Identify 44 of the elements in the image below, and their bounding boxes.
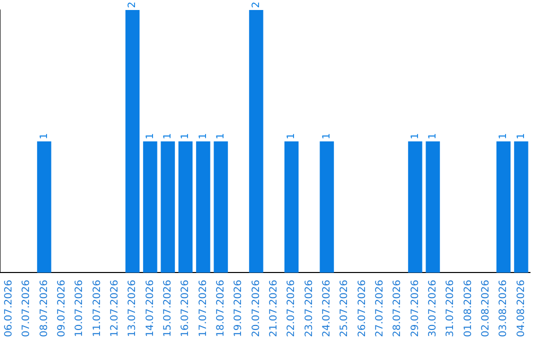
x-tick-label: 25.07.2026 bbox=[339, 280, 350, 338]
x-tick-label: 08.07.2026 bbox=[38, 280, 50, 338]
x-tick-label: 03.08.2026 bbox=[498, 280, 510, 338]
x-tick-label: 31.07.2026 bbox=[445, 280, 456, 338]
x-tick-label: 14.07.2026 bbox=[144, 280, 156, 338]
data-label: 1 bbox=[215, 132, 226, 140]
data-label: 1 bbox=[516, 132, 527, 140]
data-label: 1 bbox=[180, 132, 192, 140]
x-tick-label: 12.07.2026 bbox=[109, 280, 120, 338]
x-tick-label: 10.07.2026 bbox=[74, 280, 86, 338]
data-label: 1 bbox=[321, 132, 332, 140]
data-label: 1 bbox=[286, 132, 298, 140]
x-tick-label: 13.07.2026 bbox=[127, 280, 138, 338]
x-tick-label: 29.07.2026 bbox=[410, 280, 421, 338]
x-tick-label: 28.07.2026 bbox=[392, 280, 404, 338]
x-tick-label: 27.07.2026 bbox=[374, 280, 386, 338]
data-label: 1 bbox=[162, 132, 174, 140]
x-tick-label: 19.07.2026 bbox=[233, 280, 244, 338]
data-label: 2 bbox=[250, 2, 262, 8]
data-label: 1 bbox=[38, 132, 50, 140]
data-label: 1 bbox=[427, 132, 438, 140]
x-tick-label: 07.07.2026 bbox=[21, 280, 32, 338]
data-label: 1 bbox=[498, 132, 510, 140]
x-tick-label: 15.07.2026 bbox=[162, 280, 174, 338]
data-label: 1 bbox=[410, 132, 421, 140]
x-tick-label: 02.08.2026 bbox=[480, 280, 492, 338]
x-tick-label: 23.07.2026 bbox=[304, 280, 315, 338]
x-tick-label: 01.08.2026 bbox=[462, 280, 474, 338]
x-tick-label: 20.07.2026 bbox=[250, 280, 262, 338]
x-tick-label: 09.07.2026 bbox=[56, 280, 68, 338]
x-tick-label: 06.07.2026 bbox=[3, 280, 14, 338]
x-tick-label: 26.07.2026 bbox=[356, 280, 368, 338]
x-tick-label: 30.07.2026 bbox=[427, 280, 438, 338]
x-tick-label: 17.07.2026 bbox=[198, 280, 209, 338]
x-tick-label: 22.07.2026 bbox=[286, 280, 298, 338]
data-label: 1 bbox=[198, 132, 209, 140]
x-tick-label: 16.07.2026 bbox=[180, 280, 192, 338]
x-tick-label: 18.07.2026 bbox=[215, 280, 226, 338]
x-tick-label: 11.07.2026 bbox=[92, 280, 103, 338]
x-tick-label: 04.08.2026 bbox=[516, 280, 527, 338]
data-label: 2 bbox=[127, 2, 138, 8]
x-tick-label: 24.07.2026 bbox=[321, 280, 332, 338]
x-tick-label: 21.07.2026 bbox=[268, 280, 280, 338]
data-label: 1 bbox=[144, 132, 156, 140]
